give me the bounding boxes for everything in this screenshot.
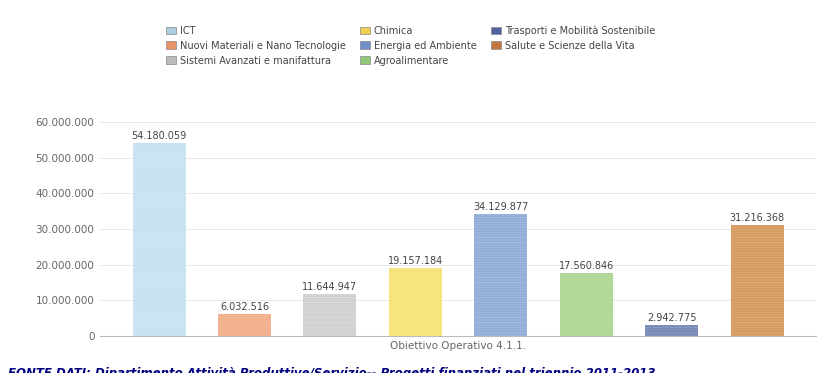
Bar xyxy=(389,267,442,336)
Bar xyxy=(132,143,186,336)
Text: 6.032.516: 6.032.516 xyxy=(220,303,269,313)
Bar xyxy=(132,143,186,336)
Text: 31.216.368: 31.216.368 xyxy=(730,213,785,223)
Bar xyxy=(646,325,698,336)
Bar xyxy=(646,325,698,336)
X-axis label: Obiettivo Operativo 4.1.1.: Obiettivo Operativo 4.1.1. xyxy=(390,341,526,351)
Text: 19.157.184: 19.157.184 xyxy=(388,256,443,266)
Bar xyxy=(303,294,357,336)
Legend: ICT, Nuovi Materiali e Nano Tecnologie, Sistemi Avanzati e manifattura, Chimica,: ICT, Nuovi Materiali e Nano Tecnologie, … xyxy=(162,21,659,69)
Text: 17.560.846: 17.560.846 xyxy=(559,261,614,272)
Bar xyxy=(218,314,271,336)
Bar xyxy=(731,225,784,336)
Text: FONTE DATI: Dipartimento Attività Produttive/Servizio-- Progetti finanziati nel : FONTE DATI: Dipartimento Attività Produt… xyxy=(8,367,661,373)
Bar xyxy=(389,267,442,336)
Text: 2.942.775: 2.942.775 xyxy=(647,313,696,323)
Text: 34.129.877: 34.129.877 xyxy=(473,203,529,213)
Bar xyxy=(303,294,357,336)
Bar xyxy=(560,273,613,336)
Bar xyxy=(560,273,613,336)
Text: 11.644.947: 11.644.947 xyxy=(302,282,357,292)
Bar xyxy=(731,225,784,336)
Bar xyxy=(474,214,527,336)
Bar xyxy=(218,314,271,336)
Text: 54.180.059: 54.180.059 xyxy=(132,131,187,141)
Bar xyxy=(474,214,527,336)
